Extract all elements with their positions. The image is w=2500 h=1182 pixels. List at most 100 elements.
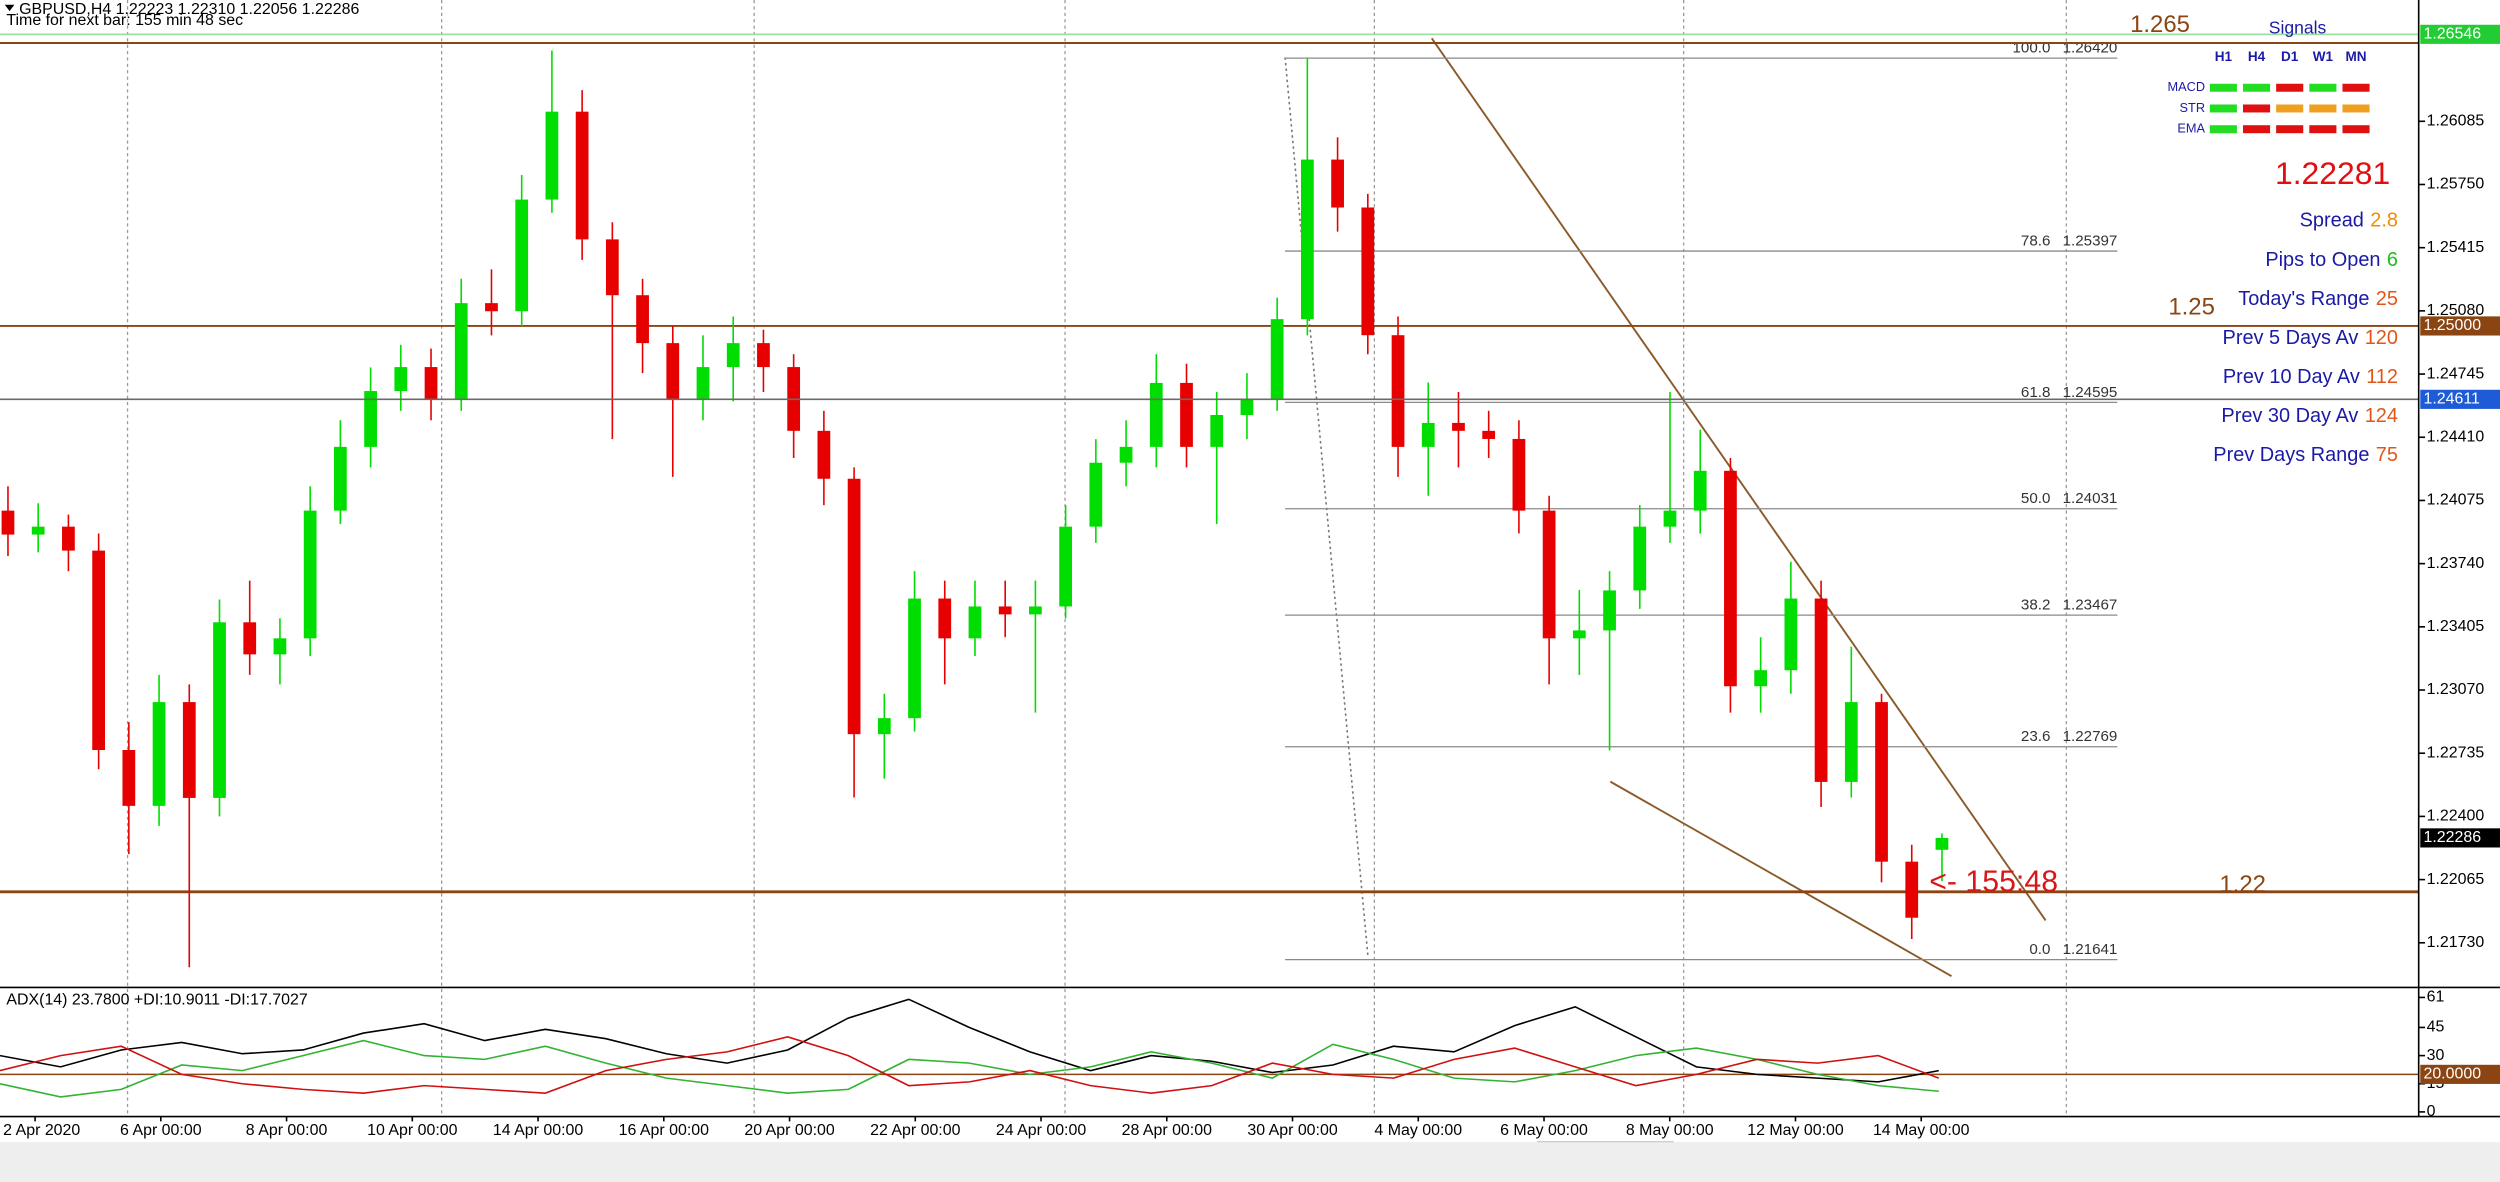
- candle-body: [213, 622, 226, 798]
- signal-box: [2309, 125, 2337, 134]
- price-marker-label: 1.26546: [2423, 26, 2481, 43]
- candle-body: [1512, 438, 1526, 511]
- y-tick-label: 1.21730: [2427, 934, 2485, 951]
- price-marker-label: 1.25000: [2423, 317, 2481, 334]
- signal-row-label: EMA: [2177, 121, 2205, 136]
- fib-price-label: 1.23467: [2063, 597, 2118, 614]
- candle-body: [545, 111, 559, 200]
- x-tick-label: 10 Apr 00:00: [367, 1122, 458, 1139]
- trend-line: [1430, 37, 2047, 921]
- x-tick-label: 24 Apr 00:00: [996, 1122, 1087, 1139]
- candle-body: [515, 199, 529, 312]
- candle-body: [1331, 159, 1344, 208]
- signal-column: MN: [2345, 49, 2366, 64]
- indicator-line: [0, 1036, 1940, 1094]
- candle-body: [1663, 510, 1677, 527]
- signal-box: [2242, 83, 2271, 92]
- y-tick-label: 1.25080: [2427, 302, 2485, 319]
- price-marker-label: 1.24611: [2423, 391, 2480, 408]
- candle-body: [636, 295, 649, 344]
- candle-body: [485, 303, 498, 312]
- y-tick-label: 0: [2427, 1103, 2436, 1120]
- candle-body: [1603, 590, 1616, 631]
- countdown: <- 155:48: [1929, 866, 2058, 899]
- candle-body: [1240, 398, 1254, 415]
- candle-body: [1482, 430, 1496, 439]
- y-tick-label: 30: [2427, 1047, 2445, 1064]
- stat-value: 2.8: [2370, 210, 2398, 232]
- candle-body: [696, 367, 710, 399]
- x-tick-label: 2 Apr 2020: [3, 1122, 80, 1139]
- candle-body: [1059, 526, 1073, 607]
- tab-bar: [0, 1142, 2500, 1182]
- candle-body: [757, 343, 770, 368]
- candle-body: [333, 446, 347, 511]
- signal-box: [2242, 104, 2271, 113]
- candle-body: [575, 111, 589, 240]
- stat-value: 25: [2376, 288, 2398, 310]
- price-marker: [2420, 24, 2500, 44]
- candle-body: [666, 343, 680, 399]
- candle-body: [938, 598, 952, 639]
- x-tick-label: 8 May 00:00: [1626, 1122, 1714, 1139]
- stat-row: Prev 5 Days Av 120: [2223, 327, 2398, 349]
- x-tick-label: 28 Apr 00:00: [1122, 1122, 1213, 1139]
- candle-body: [1421, 422, 1435, 447]
- candle-body: [1361, 207, 1375, 336]
- candle-body: [1724, 470, 1737, 687]
- x-tick-label: 16 Apr 00:00: [619, 1122, 710, 1139]
- candle-body: [1029, 606, 1042, 615]
- stat-row: Pips to Open 6: [2265, 249, 2398, 271]
- candle-body: [1149, 382, 1163, 447]
- stat-row: Prev 10 Day Av 112: [2223, 366, 2398, 388]
- candle-body: [908, 598, 921, 719]
- level-label: 1.265: [2130, 11, 2190, 38]
- stat-label: Prev Days Range: [2213, 444, 2369, 466]
- price-marker: [2420, 828, 2500, 848]
- signal-box: [2209, 83, 2237, 92]
- stat-value: 6: [2387, 249, 2398, 271]
- stat-row: Today's Range 25: [2238, 288, 2398, 310]
- timer: Time for next bar: 155 min 48 sec: [6, 12, 243, 29]
- y-tick-label: 1.23740: [2427, 555, 2485, 572]
- candle-body: [1, 510, 15, 535]
- signal-box: [2276, 83, 2304, 92]
- indicator-line: [0, 1039, 1939, 1098]
- candle-body: [62, 526, 75, 551]
- candle-body: [847, 478, 861, 735]
- price-marker-label: 1.22286: [2423, 829, 2481, 846]
- candle-body: [273, 638, 287, 655]
- candle-body: [1784, 598, 1798, 671]
- candle-body: [364, 391, 377, 447]
- y-tick-label: 1.23405: [2427, 618, 2485, 635]
- fib-level-label: 78.6: [2021, 232, 2050, 249]
- candle-body: [1089, 462, 1103, 527]
- candle-body: [1542, 510, 1556, 639]
- candle-body: [92, 550, 106, 751]
- fib-price-label: 1.21641: [2063, 941, 2118, 958]
- x-tick-label: 6 May 00:00: [1500, 1122, 1588, 1139]
- signal-column: H4: [2248, 49, 2266, 64]
- candle-body: [1572, 630, 1586, 639]
- level-marker-label: 20.0000: [2423, 1066, 2481, 1083]
- stat-label: Spread: [2300, 210, 2364, 232]
- y-tick-label: 1.23070: [2427, 681, 2485, 698]
- fib-level-label: 50.0: [2021, 490, 2050, 507]
- stat-label: Pips to Open: [2265, 249, 2380, 271]
- y-tick-label: 1.26085: [2427, 112, 2485, 129]
- y-tick-label: 61: [2427, 989, 2445, 1006]
- candle-body: [454, 303, 468, 399]
- candle-body: [424, 367, 438, 399]
- candle-body: [877, 718, 891, 735]
- candle-body: [1814, 598, 1828, 782]
- signal-column: D1: [2281, 49, 2299, 64]
- menu-arrow[interactable]: [4, 4, 15, 12]
- signal-row-label: STR: [2180, 100, 2205, 115]
- signal-box: [2342, 104, 2370, 113]
- stat-label: Today's Range: [2238, 288, 2369, 310]
- candle-body: [998, 606, 1012, 615]
- candle-body: [1210, 414, 1224, 447]
- signal-row-label: MACD: [2168, 79, 2206, 94]
